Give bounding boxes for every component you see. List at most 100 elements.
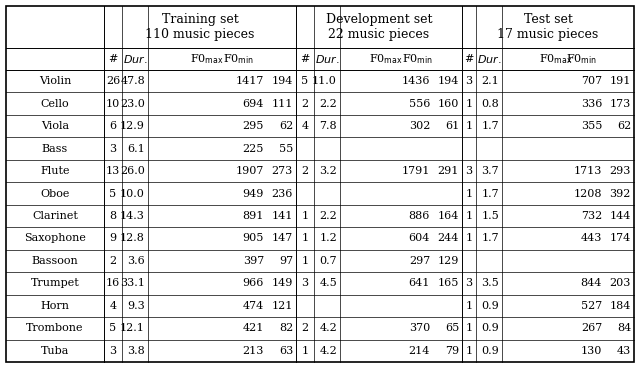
Text: 121: 121	[271, 301, 293, 311]
Text: 12.1: 12.1	[120, 323, 145, 333]
Text: 2: 2	[109, 256, 116, 266]
Text: 302: 302	[408, 121, 430, 131]
Text: 2.2: 2.2	[319, 99, 337, 109]
Text: 5: 5	[109, 323, 116, 333]
Text: Bass: Bass	[42, 144, 68, 153]
Text: 474: 474	[243, 301, 264, 311]
Text: 3: 3	[109, 144, 116, 153]
Text: $\mathit{Dur.}$: $\mathit{Dur.}$	[123, 53, 147, 65]
Text: 1: 1	[465, 301, 472, 311]
Text: 1: 1	[465, 121, 472, 131]
Text: 0.9: 0.9	[481, 346, 499, 356]
Text: 1: 1	[465, 346, 472, 356]
Text: 1.5: 1.5	[481, 211, 499, 221]
Text: Viola: Viola	[41, 121, 69, 131]
Text: 62: 62	[279, 121, 293, 131]
Text: 370: 370	[409, 323, 430, 333]
Text: 5: 5	[301, 76, 308, 86]
Text: 267: 267	[580, 323, 602, 333]
Text: F0$_\mathrm{max}$: F0$_\mathrm{max}$	[540, 52, 573, 66]
Text: 732: 732	[580, 211, 602, 221]
Text: 3.8: 3.8	[127, 346, 145, 356]
Text: 1.7: 1.7	[481, 233, 499, 244]
Text: #: #	[464, 54, 474, 64]
Text: 694: 694	[243, 99, 264, 109]
Text: Cello: Cello	[41, 99, 69, 109]
Text: 63: 63	[279, 346, 293, 356]
Text: 4.2: 4.2	[319, 346, 337, 356]
Text: 225: 225	[243, 144, 264, 153]
Text: 79: 79	[445, 346, 459, 356]
Text: F0$_\mathrm{max}$: F0$_\mathrm{max}$	[190, 52, 224, 66]
Text: 26.0: 26.0	[120, 166, 145, 176]
Text: $\mathit{Dur.}$: $\mathit{Dur.}$	[315, 53, 339, 65]
Text: 3.2: 3.2	[319, 166, 337, 176]
Text: 1436: 1436	[401, 76, 430, 86]
Text: 3: 3	[465, 166, 472, 176]
Text: 4: 4	[109, 301, 116, 311]
Text: 1417: 1417	[236, 76, 264, 86]
Text: 9.3: 9.3	[127, 301, 145, 311]
Text: 213: 213	[243, 346, 264, 356]
Text: 1713: 1713	[573, 166, 602, 176]
Text: 184: 184	[610, 301, 631, 311]
Text: Training set
110 music pieces: Training set 110 music pieces	[145, 13, 255, 41]
Text: 0.9: 0.9	[481, 323, 499, 333]
Text: 844: 844	[580, 278, 602, 289]
Text: 355: 355	[580, 121, 602, 131]
Text: 707: 707	[581, 76, 602, 86]
Text: $\mathit{Dur.}$: $\mathit{Dur.}$	[477, 53, 501, 65]
Text: 1.2: 1.2	[319, 233, 337, 244]
Text: 886: 886	[408, 211, 430, 221]
Text: 1907: 1907	[236, 166, 264, 176]
Text: 4: 4	[301, 121, 308, 131]
Text: 130: 130	[580, 346, 602, 356]
Text: 297: 297	[409, 256, 430, 266]
Text: 13: 13	[106, 166, 120, 176]
Text: 82: 82	[279, 323, 293, 333]
Text: 527: 527	[580, 301, 602, 311]
Text: #: #	[108, 54, 118, 64]
Text: Trombone: Trombone	[26, 323, 84, 333]
Text: 1208: 1208	[573, 188, 602, 199]
Text: 214: 214	[408, 346, 430, 356]
Text: Violin: Violin	[39, 76, 71, 86]
Text: 62: 62	[617, 121, 631, 131]
Text: 111: 111	[271, 99, 293, 109]
Text: 12.9: 12.9	[120, 121, 145, 131]
Text: Saxophone: Saxophone	[24, 233, 86, 244]
Text: 23.0: 23.0	[120, 99, 145, 109]
Text: 3: 3	[465, 278, 472, 289]
Text: 191: 191	[610, 76, 631, 86]
Text: 160: 160	[438, 99, 459, 109]
Text: 141: 141	[271, 211, 293, 221]
Text: 397: 397	[243, 256, 264, 266]
Text: 641: 641	[408, 278, 430, 289]
Text: Development set
22 music pieces: Development set 22 music pieces	[326, 13, 432, 41]
Text: 65: 65	[445, 323, 459, 333]
Text: 84: 84	[617, 323, 631, 333]
Text: 8: 8	[109, 211, 116, 221]
Text: 6: 6	[109, 121, 116, 131]
Text: 556: 556	[408, 99, 430, 109]
Text: 4.2: 4.2	[319, 323, 337, 333]
Text: 97: 97	[279, 256, 293, 266]
Text: 3: 3	[301, 278, 308, 289]
Text: 43: 43	[617, 346, 631, 356]
Text: 3.7: 3.7	[481, 166, 499, 176]
Text: 165: 165	[438, 278, 459, 289]
Text: 149: 149	[271, 278, 293, 289]
Text: 3: 3	[109, 346, 116, 356]
Text: 1: 1	[465, 188, 472, 199]
Text: 164: 164	[438, 211, 459, 221]
Text: 443: 443	[580, 233, 602, 244]
Text: 966: 966	[243, 278, 264, 289]
Text: 273: 273	[272, 166, 293, 176]
Text: 9: 9	[109, 233, 116, 244]
Text: 194: 194	[438, 76, 459, 86]
Text: 26: 26	[106, 76, 120, 86]
Text: 1.7: 1.7	[481, 188, 499, 199]
Text: 16: 16	[106, 278, 120, 289]
Text: 12.8: 12.8	[120, 233, 145, 244]
Text: #: #	[300, 54, 310, 64]
